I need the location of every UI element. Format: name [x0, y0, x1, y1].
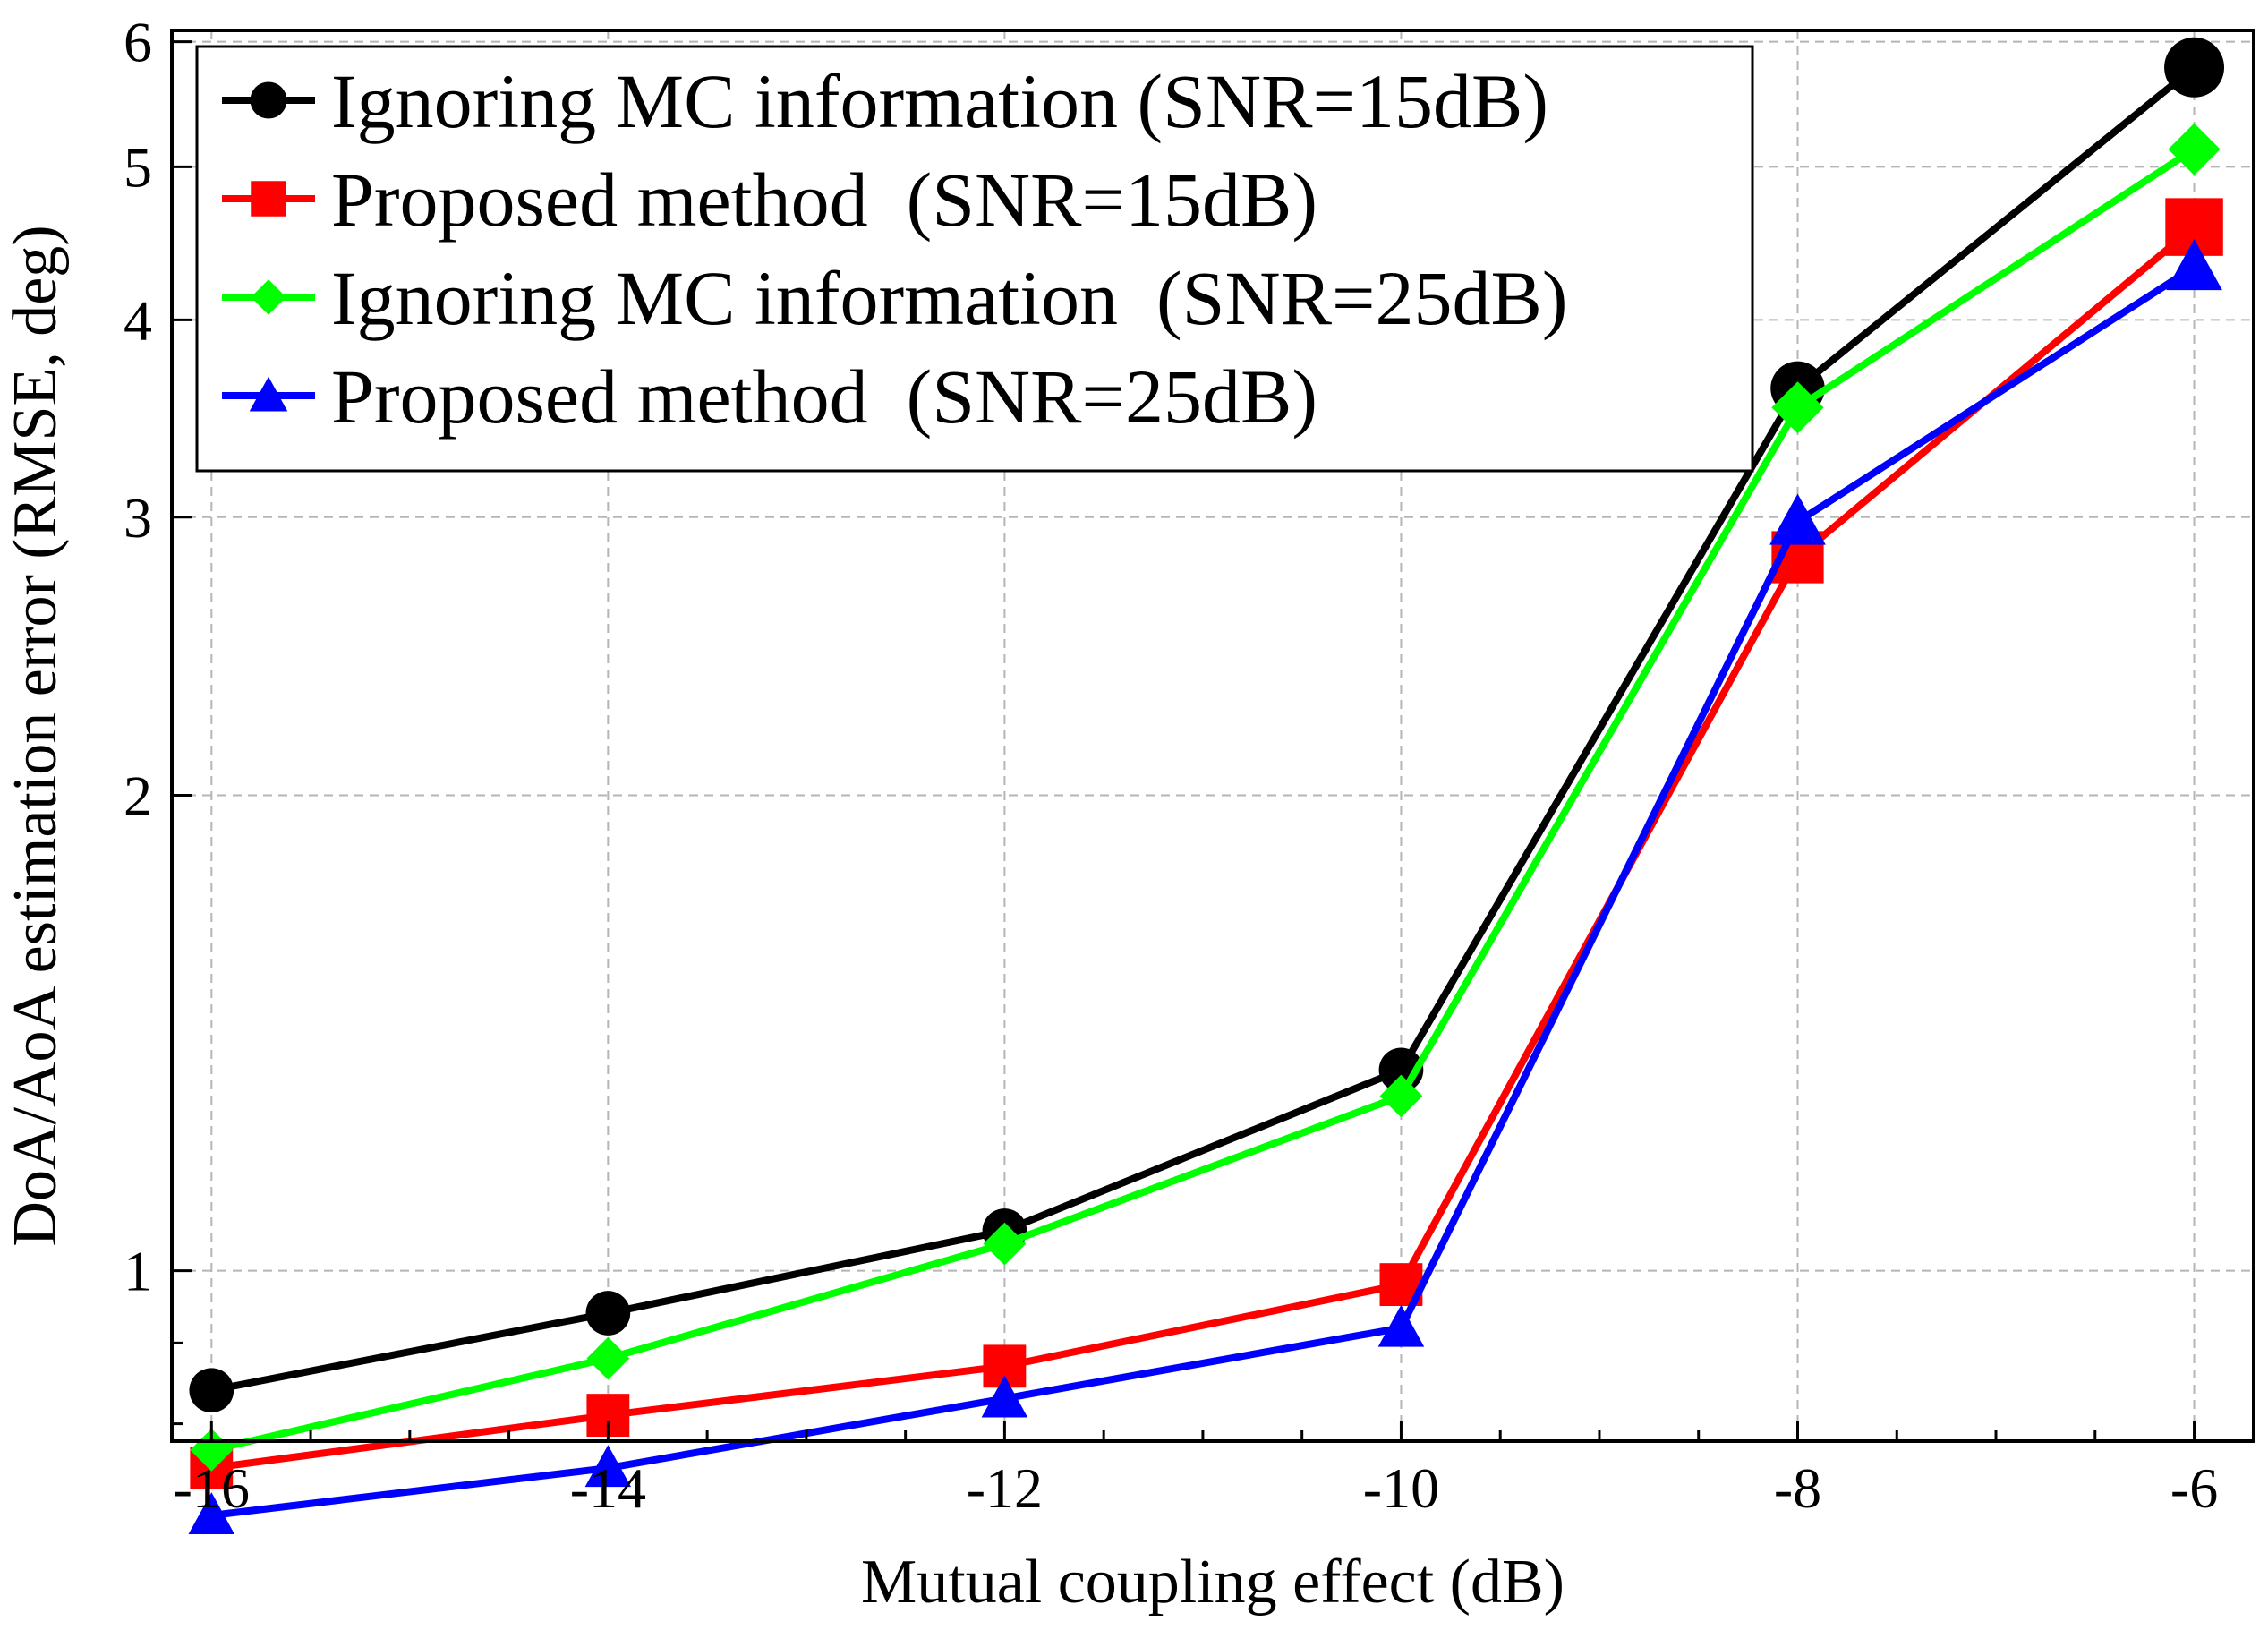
legend-marker — [250, 81, 287, 119]
data-point — [2164, 37, 2225, 98]
y-tick-label: 2 — [124, 764, 152, 827]
legend: Ignoring MC information (SNR=15dB) Propos… — [195, 45, 1754, 473]
data-point — [1377, 1304, 1425, 1347]
series-line — [210, 224, 2197, 1472]
legend-item: Ignoring MC information (SNR=15dB) — [222, 58, 1548, 144]
legend-item: Proposed method (SNR=15dB) — [222, 157, 1317, 243]
data-point — [188, 1492, 235, 1535]
legend-item: Proposed method (SNR=25dB) — [222, 354, 1317, 440]
legend-item: Ignoring MC information (SNR=25dB) — [222, 255, 1567, 341]
x-tick-label: -8 — [1774, 1456, 1821, 1520]
y-tick-label: 4 — [124, 288, 152, 352]
legend-box — [195, 45, 1754, 473]
legend-label: Ignoring MC information (SNR=15dB) — [331, 58, 1548, 144]
series-3 — [190, 123, 2221, 1472]
tick-labels: -16 -14 -12 -10 -8 -6 1 2 3 4 5 6 — [124, 11, 2218, 1520]
data-point — [585, 1291, 631, 1336]
plot-frame — [170, 29, 2255, 1443]
legend-label: Proposed method (SNR=25dB) — [331, 354, 1317, 440]
x-tick-label: -12 — [967, 1456, 1043, 1520]
y-axis-label: DoA/AoA estimation error (RMSE, deg) — [1, 225, 70, 1246]
axes — [170, 29, 2255, 1443]
series-line — [210, 264, 2196, 1519]
x-axis-label: Mutual coupling effect (dB) — [861, 1548, 1565, 1617]
legend-label: Proposed method (SNR=15dB) — [331, 157, 1317, 243]
series-4 — [188, 239, 2222, 1535]
series-line — [210, 64, 2197, 1395]
series-line — [210, 146, 2196, 1454]
data-point — [189, 1368, 234, 1413]
legend-marker — [251, 279, 286, 315]
legend-marker — [249, 376, 288, 412]
data-point — [1769, 493, 1826, 545]
y-tick-label: 3 — [124, 486, 152, 550]
legend-label: Ignoring MC information (SNR=25dB) — [331, 255, 1567, 341]
y-tick-label: 1 — [124, 1240, 152, 1303]
data-point — [584, 1445, 632, 1488]
x-tick-label: -16 — [174, 1456, 250, 1520]
data-point — [1379, 1074, 1423, 1118]
data-point — [981, 1375, 1028, 1418]
x-tick-label: -14 — [570, 1456, 646, 1520]
data-point — [190, 1428, 234, 1472]
data-point — [1771, 381, 1824, 434]
legend-marker — [251, 181, 286, 217]
series-layer — [188, 37, 2225, 1535]
y-tick-label: 5 — [124, 135, 152, 199]
data-point — [2166, 239, 2222, 291]
data-point — [983, 1222, 1027, 1266]
x-tick-label: -6 — [2170, 1456, 2218, 1520]
data-point — [586, 1336, 630, 1380]
x-tick-label: -10 — [1363, 1456, 1439, 1520]
data-point — [2168, 123, 2221, 175]
y-tick-label: 6 — [124, 11, 152, 74]
